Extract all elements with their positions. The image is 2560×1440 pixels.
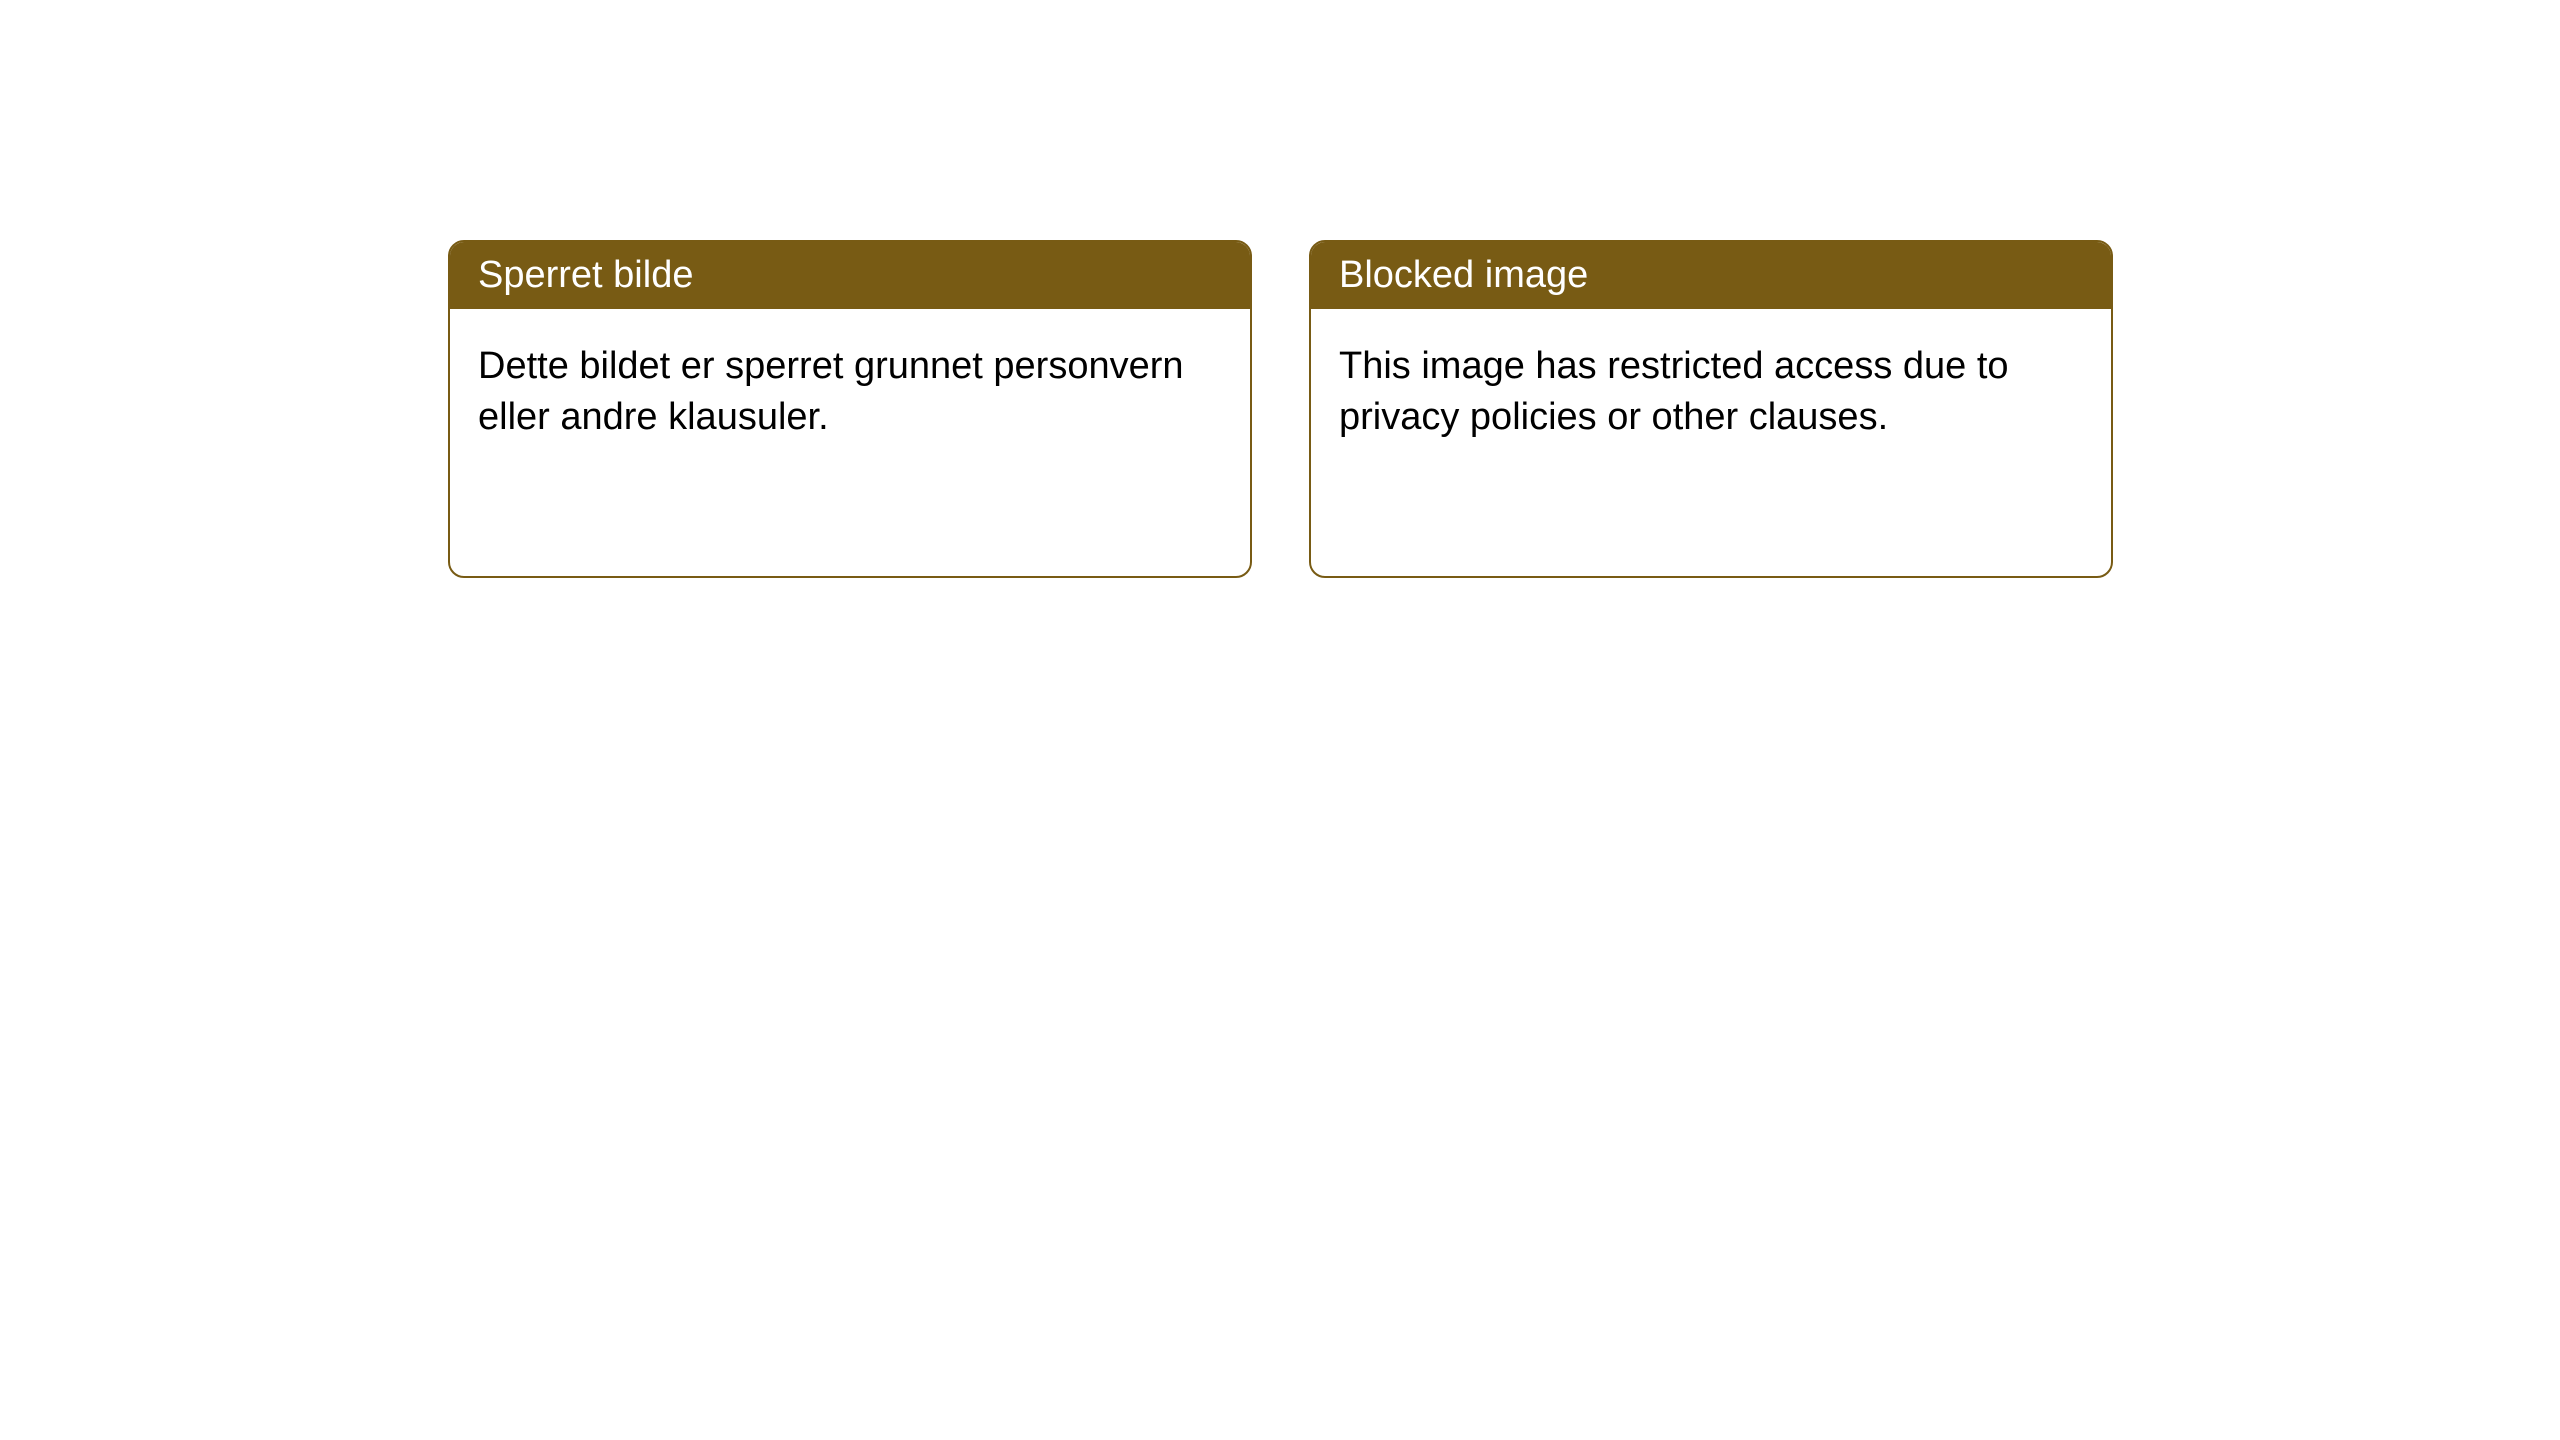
notice-card-english: Blocked image This image has restricted … (1309, 240, 2113, 578)
notice-body: Dette bildet er sperret grunnet personve… (450, 309, 1250, 476)
notice-title: Blocked image (1311, 242, 2111, 309)
notice-cards-row: Sperret bilde Dette bildet er sperret gr… (448, 240, 2113, 578)
notice-title: Sperret bilde (450, 242, 1250, 309)
notice-card-norwegian: Sperret bilde Dette bildet er sperret gr… (448, 240, 1252, 578)
notice-body: This image has restricted access due to … (1311, 309, 2111, 476)
